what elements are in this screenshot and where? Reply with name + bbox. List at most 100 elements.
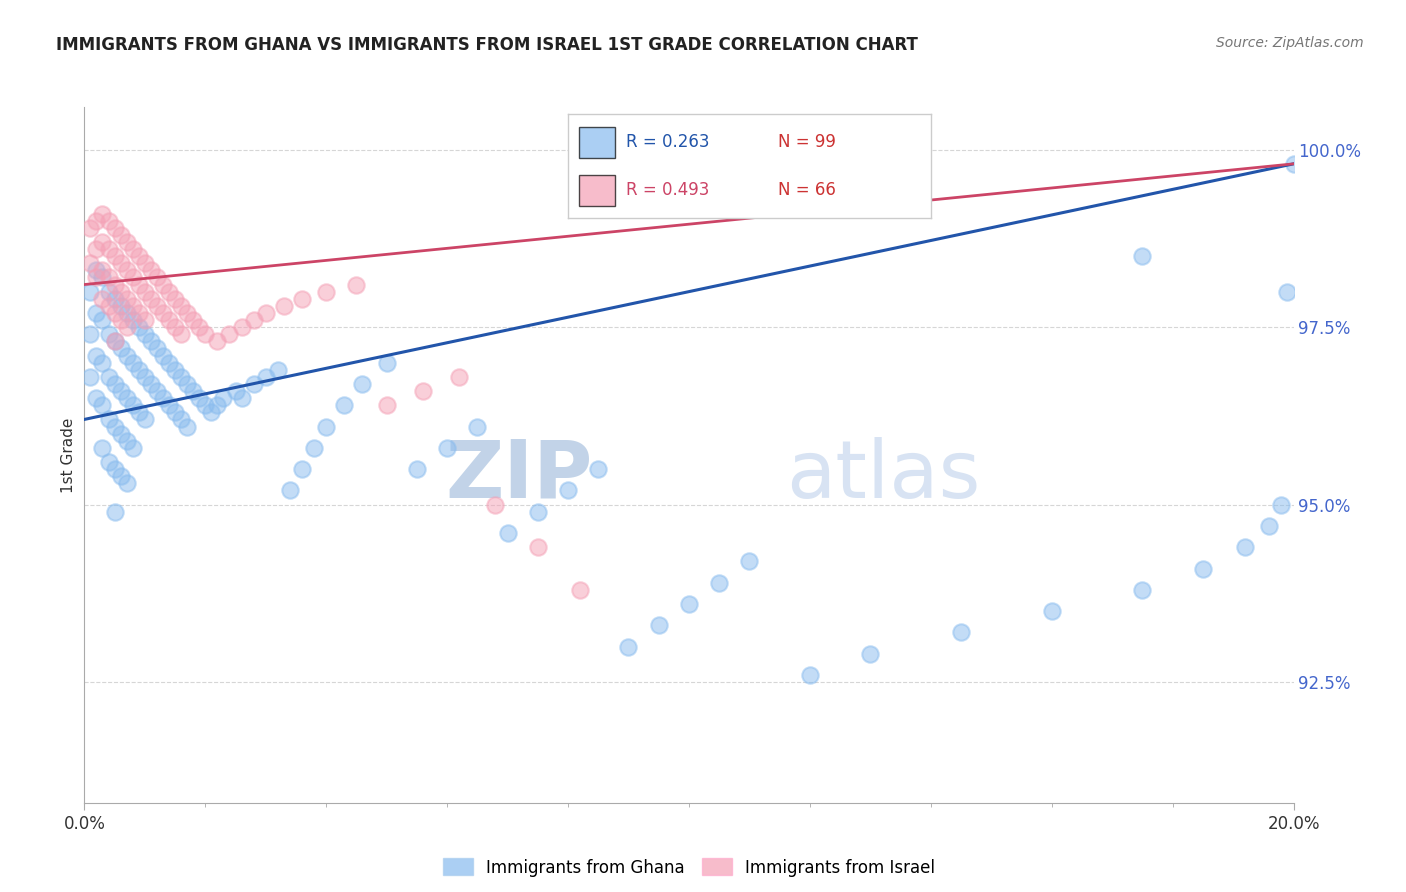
Point bbox=[97, 285, 120, 299]
Point bbox=[163, 405, 186, 419]
Point bbox=[157, 356, 180, 370]
Point bbox=[128, 362, 150, 376]
Point bbox=[79, 256, 101, 270]
Point bbox=[121, 313, 143, 327]
Text: atlas: atlas bbox=[786, 437, 980, 515]
Legend: Immigrants from Ghana, Immigrants from Israel: Immigrants from Ghana, Immigrants from I… bbox=[434, 850, 943, 885]
Point bbox=[79, 327, 101, 342]
Point bbox=[1258, 519, 1281, 533]
Point bbox=[449, 369, 471, 384]
Point bbox=[375, 356, 398, 370]
Y-axis label: 1st Grade: 1st Grade bbox=[60, 417, 76, 492]
Point bbox=[110, 285, 132, 299]
Point bbox=[157, 313, 180, 327]
Point bbox=[1130, 582, 1153, 597]
Point bbox=[617, 640, 640, 654]
Point bbox=[1130, 249, 1153, 263]
Point bbox=[134, 327, 156, 342]
Point bbox=[188, 320, 211, 334]
Point bbox=[86, 306, 108, 320]
Point bbox=[225, 384, 247, 398]
Point bbox=[91, 356, 114, 370]
Point bbox=[176, 306, 198, 320]
Point bbox=[859, 647, 882, 661]
Point bbox=[170, 299, 193, 313]
Point bbox=[104, 505, 127, 519]
Point bbox=[104, 334, 127, 349]
Point bbox=[278, 483, 301, 498]
Point bbox=[406, 462, 429, 476]
Point bbox=[678, 597, 700, 611]
Point bbox=[110, 313, 132, 327]
Point bbox=[97, 213, 120, 227]
Point bbox=[242, 376, 264, 391]
Point bbox=[231, 320, 253, 334]
Point bbox=[139, 292, 162, 306]
Point bbox=[121, 270, 143, 285]
Point bbox=[139, 376, 162, 391]
Point bbox=[569, 582, 592, 597]
Point bbox=[1282, 157, 1305, 171]
Point bbox=[1234, 540, 1257, 554]
Point bbox=[146, 384, 169, 398]
Point bbox=[115, 320, 138, 334]
Point bbox=[1040, 604, 1063, 618]
Point bbox=[104, 220, 127, 235]
Point bbox=[91, 206, 114, 220]
Point bbox=[79, 220, 101, 235]
Point bbox=[115, 391, 138, 405]
Point bbox=[302, 441, 325, 455]
Point bbox=[496, 526, 519, 541]
Point bbox=[79, 369, 101, 384]
Point bbox=[291, 292, 314, 306]
Point bbox=[121, 441, 143, 455]
Point bbox=[291, 462, 314, 476]
Point bbox=[115, 263, 138, 277]
Point bbox=[163, 362, 186, 376]
Point bbox=[207, 334, 229, 349]
Point bbox=[134, 412, 156, 426]
Point bbox=[799, 668, 821, 682]
Point bbox=[1270, 498, 1292, 512]
Point bbox=[97, 299, 120, 313]
Point bbox=[115, 349, 138, 363]
Point bbox=[139, 334, 162, 349]
Point bbox=[231, 391, 253, 405]
Point bbox=[412, 384, 434, 398]
Point bbox=[104, 277, 127, 292]
Point bbox=[104, 292, 127, 306]
Point bbox=[91, 441, 114, 455]
Point bbox=[157, 398, 180, 412]
Point bbox=[134, 313, 156, 327]
Point bbox=[526, 540, 548, 554]
Point bbox=[146, 270, 169, 285]
Point bbox=[134, 369, 156, 384]
Point bbox=[647, 618, 671, 632]
Point bbox=[157, 285, 180, 299]
Point bbox=[128, 405, 150, 419]
Point bbox=[315, 419, 337, 434]
Point bbox=[254, 306, 277, 320]
Point bbox=[91, 292, 114, 306]
Point bbox=[333, 398, 356, 412]
Point bbox=[104, 334, 127, 349]
Point bbox=[91, 235, 114, 249]
Point bbox=[218, 327, 240, 342]
Point bbox=[97, 242, 120, 256]
Point bbox=[212, 391, 235, 405]
Point bbox=[152, 277, 174, 292]
Point bbox=[115, 476, 138, 491]
Point bbox=[91, 398, 114, 412]
Text: IMMIGRANTS FROM GHANA VS IMMIGRANTS FROM ISRAEL 1ST GRADE CORRELATION CHART: IMMIGRANTS FROM GHANA VS IMMIGRANTS FROM… bbox=[56, 36, 918, 54]
Point bbox=[86, 349, 108, 363]
Point bbox=[200, 405, 222, 419]
Point bbox=[97, 270, 120, 285]
Point bbox=[163, 320, 186, 334]
Point bbox=[194, 327, 217, 342]
Point bbox=[121, 356, 143, 370]
Point bbox=[110, 299, 132, 313]
Point bbox=[97, 455, 120, 469]
Point bbox=[146, 342, 169, 356]
Point bbox=[97, 327, 120, 342]
Point bbox=[86, 391, 108, 405]
